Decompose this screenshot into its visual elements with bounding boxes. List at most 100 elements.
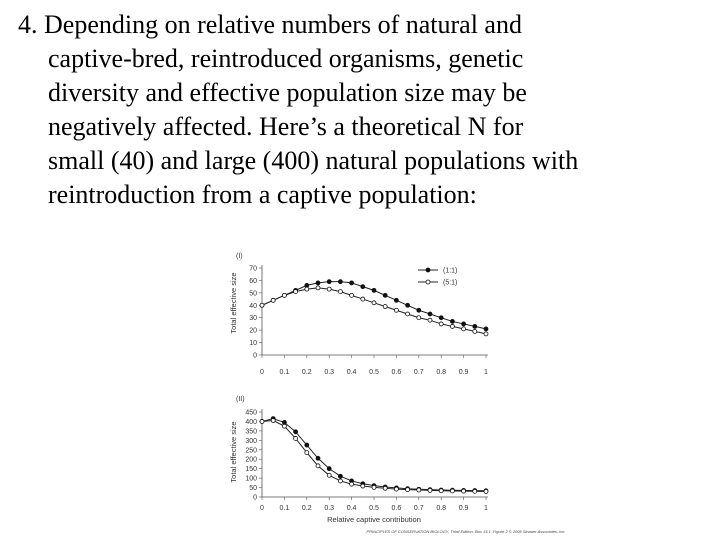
chart-1-data-point: [315, 280, 321, 286]
chart-1-data-point: [360, 284, 366, 290]
chart-2-data-point: [304, 442, 310, 448]
chart-1-data-point: [483, 326, 489, 332]
chart-1-data-point: [315, 285, 321, 291]
chart-2-x-tick-label: 0.2: [302, 505, 312, 512]
chart-1-data-point: [427, 311, 433, 317]
chart-1-data-point: [427, 317, 433, 323]
chart-1-data-point: [270, 297, 276, 303]
chart-1-data-point: [259, 302, 265, 308]
chart-2-data-point: [427, 487, 433, 493]
chart-1-data-point: [393, 307, 399, 313]
chart-1-x-tick-label: 0: [260, 369, 264, 376]
chart-1-x-tick-label: 0.7: [414, 369, 424, 376]
chart-1-data-point: [337, 289, 343, 295]
chart-2-x-tick-label: 0.1: [280, 505, 290, 512]
chart-1-data-point: [326, 286, 332, 292]
chart-1-data-point: [304, 286, 310, 292]
chart-1-data-point: [371, 287, 377, 293]
chart-2-x-tick-label: 0: [260, 505, 264, 512]
text-line-2: captive-bred, reintroduced organisms, ge…: [48, 44, 524, 73]
chart-2-y-tick-label: 100: [245, 476, 257, 483]
chart-2-data-point: [315, 463, 321, 469]
chart-2-data-point: [304, 450, 310, 456]
chart-1-data-point: [349, 280, 355, 286]
chart-1-data-point: [461, 326, 467, 332]
chart-2-data-point: [259, 419, 265, 424]
chart-1-x-tick-label: 0.9: [459, 369, 469, 376]
chart-1-y-axis-label: Total effective size: [229, 272, 238, 333]
chart-2-data-point: [405, 487, 411, 493]
chart-2-data-point: [326, 466, 332, 472]
chart-2-y-tick-label: 300: [245, 438, 257, 445]
chart-2-x-tick-label: 0.9: [459, 505, 469, 512]
chart-2-y-tick-label: 400: [245, 419, 257, 426]
chart-1-data-point: [337, 279, 343, 285]
chart-2-y-tick-label: 350: [245, 428, 257, 435]
figure-credit: PRINCIPLES OF CONSERVATION BIOLOGY, Thir…: [366, 529, 565, 534]
chart-2-panel-label: (II): [236, 396, 245, 403]
chart-2-y-tick-label: 450: [245, 410, 257, 417]
list-number: 4.: [18, 10, 38, 39]
chart-2-data-point: [349, 481, 355, 487]
chart-2-x-tick-label: 1: [484, 505, 488, 512]
chart-2-y-axis-label: Total effective size: [229, 421, 238, 482]
slide-body-text: 4. Depending on relative numbers of natu…: [18, 8, 718, 212]
chart-1-y-tick-label: 0: [253, 353, 257, 360]
chart-1-data-point: [326, 279, 332, 285]
chart-1-y-tick-label: 20: [249, 328, 257, 335]
chart-1-data-point: [393, 297, 399, 303]
chart-2-y-tick-label: 50: [249, 485, 257, 492]
chart-1-y-tick-label: 10: [249, 340, 257, 347]
chart-1-panel-label: (I): [236, 253, 243, 260]
chart-2-data-point: [337, 478, 343, 484]
chart-1-legend-label: (5:1): [443, 280, 457, 287]
chart-1-data-point: [281, 292, 287, 298]
chart-2-data-point: [326, 472, 332, 478]
chart-1-y-tick-label: 40: [249, 303, 257, 310]
chart-1-x-tick-label: 0.2: [302, 369, 312, 376]
chart-1-x-tick-label: 0.1: [280, 369, 290, 376]
chart-1-data-point: [472, 328, 478, 334]
chart-1-x-tick-label: 0.5: [369, 369, 379, 376]
chart-2-y-tick-label: 150: [245, 466, 257, 473]
chart-2-data-point: [281, 423, 287, 429]
chart-2-data-point: [416, 487, 422, 493]
chart-1-legend-marker: [425, 267, 431, 273]
chart-1-data-point: [293, 289, 299, 295]
chart-1-data-point: [349, 292, 355, 298]
chart-1-data-point: [438, 321, 444, 327]
chart-2-data-point: [315, 455, 321, 461]
chart-2-data-point: [293, 429, 299, 435]
chart-1-data-point: [360, 296, 366, 302]
chart-1-y-tick-label: 70: [249, 266, 257, 273]
chart-1-y-tick-label: 30: [249, 315, 257, 322]
chart-2-data-point: [337, 473, 343, 479]
chart-1-data-point: [483, 331, 489, 337]
chart-2-x-tick-label: 0.7: [414, 505, 424, 512]
chart-1-data-point: [382, 292, 388, 298]
text-line-5: small (40) and large (400) natural popul…: [48, 146, 579, 175]
text-line-1: 4. Depending on relative numbers of natu…: [18, 10, 522, 39]
chart-1-data-point: [382, 304, 388, 309]
chart-1-legend-marker: [425, 279, 431, 285]
chart-2-data-point: [483, 489, 489, 494]
chart-1-data-point: [371, 300, 377, 306]
chart-2-data-point: [382, 485, 388, 491]
chart-1-x-tick-label: 0.3: [324, 369, 334, 376]
chart-1-y-tick-label: 60: [249, 278, 257, 285]
chart-2-y-tick-label: 250: [245, 447, 257, 454]
chart-2-x-tick-label: 0.4: [347, 505, 357, 512]
chart-1-x-tick-label: 1: [484, 369, 488, 376]
chart-2-data-point: [449, 488, 455, 494]
chart-1-data-point: [449, 319, 455, 324]
chart-2-x-tick-label: 0.5: [369, 505, 379, 512]
chart-2-data-point: [438, 488, 444, 494]
chart-2-y-tick-label: 200: [245, 457, 257, 464]
chart-2-data-point: [393, 486, 399, 492]
chart-1-x-tick-label: 0.4: [347, 369, 357, 376]
chart-1-data-point: [416, 315, 422, 321]
chart-1-data-point: [405, 302, 411, 308]
chart-1-data-point: [405, 311, 411, 317]
chart-2-x-tick-label: 0.3: [324, 505, 334, 512]
